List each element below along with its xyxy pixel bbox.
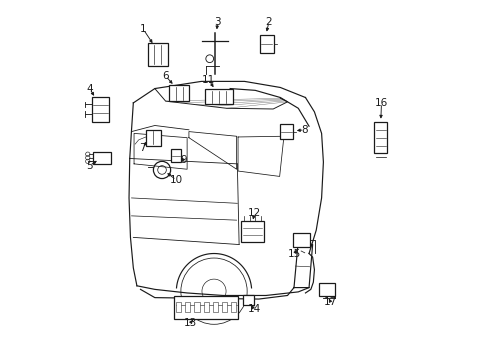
Bar	[230, 302, 236, 312]
Bar	[170, 149, 180, 162]
Text: 7: 7	[139, 143, 146, 153]
Bar	[147, 43, 167, 66]
Text: 10: 10	[169, 175, 183, 185]
Text: 8: 8	[301, 125, 307, 135]
Bar	[205, 89, 233, 104]
Text: 13: 13	[183, 318, 197, 328]
Bar	[146, 130, 160, 146]
Text: 5: 5	[86, 161, 93, 171]
Bar	[194, 302, 199, 312]
Bar	[174, 296, 238, 319]
Bar	[243, 295, 254, 305]
Text: 4: 4	[86, 84, 93, 94]
Bar	[92, 97, 109, 122]
Text: 11: 11	[202, 75, 215, 85]
Bar	[176, 302, 181, 312]
Bar	[260, 36, 273, 53]
Bar	[185, 302, 190, 312]
Text: 1: 1	[140, 24, 146, 35]
Bar	[319, 283, 334, 296]
Text: 15: 15	[287, 248, 301, 258]
Text: 14: 14	[247, 304, 261, 314]
Text: 3: 3	[214, 17, 221, 27]
Bar	[292, 233, 309, 247]
Bar	[241, 221, 263, 242]
Bar	[212, 302, 217, 312]
Bar	[93, 152, 110, 164]
Bar	[203, 302, 208, 312]
Text: 17: 17	[323, 297, 337, 307]
Text: 2: 2	[265, 17, 272, 27]
Text: 12: 12	[247, 208, 261, 218]
Text: 9: 9	[180, 155, 186, 165]
Bar	[169, 85, 189, 101]
Bar	[374, 122, 386, 153]
Bar	[280, 124, 293, 139]
Text: 16: 16	[374, 98, 387, 108]
Text: 6: 6	[162, 71, 168, 81]
Bar	[222, 302, 226, 312]
